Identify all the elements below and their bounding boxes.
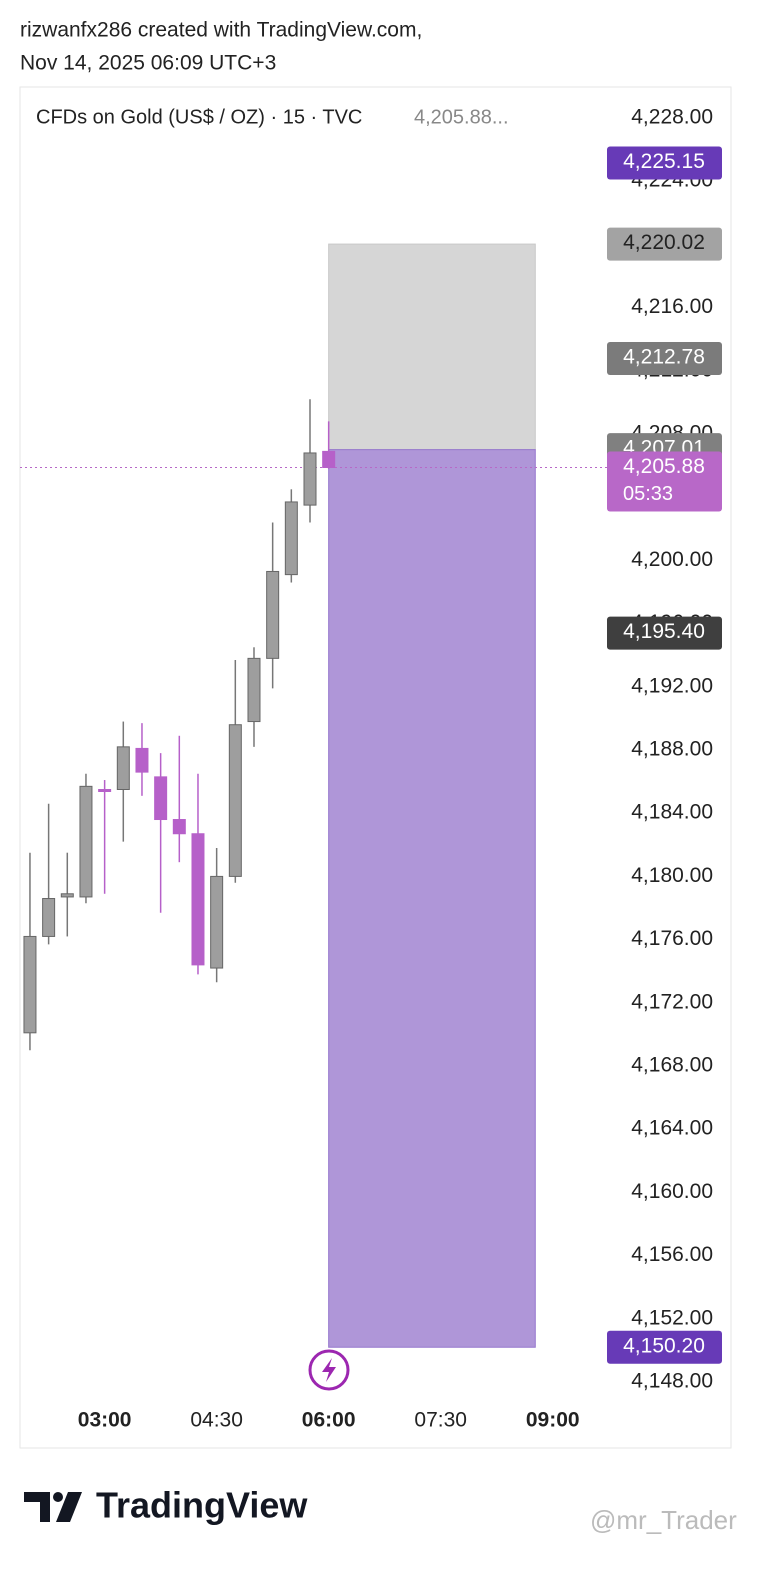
candle-body <box>79 785 93 898</box>
price-badge-label: 4,150.20 <box>623 1334 705 1357</box>
price-badge-label: 4,220.02 <box>623 231 705 254</box>
candle-body <box>284 501 298 576</box>
candle-body <box>154 776 168 821</box>
price-badge-label: 4,225.15 <box>623 150 705 173</box>
candle-body <box>98 789 112 792</box>
candle-body <box>191 833 205 966</box>
candle-body <box>322 450 336 468</box>
header-line: Nov 14, 2025 06:09 UTC+3 <box>20 52 276 75</box>
chart-title: CFDs on Gold (US$ / OZ) · 15 · TVC <box>36 106 362 128</box>
price-badge <box>607 227 722 261</box>
candle-body <box>210 875 224 969</box>
x-tick-label: 04:30 <box>190 1409 243 1432</box>
price-badge-label: 4,212.78 <box>623 346 705 369</box>
y-tick-label: 4,228.00 <box>631 106 713 129</box>
y-tick-label: 4,156.00 <box>631 1243 713 1266</box>
y-tick-label: 4,188.00 <box>631 738 713 761</box>
x-tick-label: 03:00 <box>78 1409 132 1432</box>
candle-body <box>247 657 261 723</box>
price-badge <box>607 1330 722 1364</box>
candle-body <box>266 570 280 659</box>
position-zone <box>328 243 536 451</box>
candle-body <box>228 724 242 877</box>
candle-body <box>116 746 130 791</box>
plot: 4,148.00 4,152.00 4,156.00 4,160.00 4,164.00… <box>20 106 722 1432</box>
candle-body <box>172 819 186 835</box>
y-tick-label: 4,200.00 <box>631 548 713 571</box>
candle-body <box>42 898 56 937</box>
y-tick-label: 4,192.00 <box>631 674 713 697</box>
candle-body <box>135 747 149 773</box>
price-badge <box>607 451 722 512</box>
price-badge-sublabel: 05:33 <box>623 483 673 505</box>
y-tick-label: 4,184.00 <box>631 801 713 824</box>
y-tick-label: 4,164.00 <box>631 1117 713 1140</box>
footer-logo: TradingView <box>96 1485 308 1526</box>
y-tick-label: 4,216.00 <box>631 295 713 318</box>
y-tick-label: 4,168.00 <box>631 1054 713 1077</box>
y-tick-label: 4,148.00 <box>631 1370 713 1393</box>
position-zone <box>328 449 536 1348</box>
price-badge <box>607 616 722 650</box>
tv-logo <box>24 1492 82 1522</box>
price-badge <box>607 341 722 375</box>
x-tick-label: 07:30 <box>414 1409 467 1432</box>
y-tick-label: 4,172.00 <box>631 990 713 1013</box>
y-tick-label: 4,180.00 <box>631 864 713 887</box>
candle-body <box>23 935 37 1034</box>
chart-subtitle: 4,205.88... <box>414 106 509 128</box>
candle-body <box>303 452 317 506</box>
price-badge-label: 4,195.40 <box>623 620 705 643</box>
candle-body <box>60 893 74 898</box>
price-badge-label: 4,205.88 <box>623 455 705 478</box>
y-tick-label: 4,152.00 <box>631 1306 713 1329</box>
x-tick-label: 09:00 <box>526 1409 580 1432</box>
header-line: rizwanfx286 created with TradingView.com… <box>20 19 422 42</box>
price-badge <box>607 146 722 180</box>
lightning-icon <box>308 1349 350 1391</box>
x-tick-label: 06:00 <box>302 1409 356 1432</box>
y-tick-label: 4,160.00 <box>631 1180 713 1203</box>
y-tick-label: 4,176.00 <box>631 927 713 950</box>
watermark: @mr_Trader <box>590 1505 737 1535</box>
